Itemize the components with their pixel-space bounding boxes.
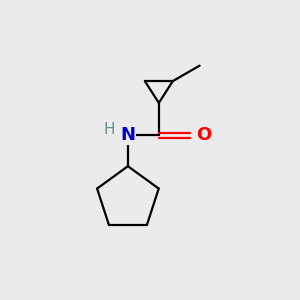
Text: N: N: [120, 126, 135, 144]
Text: H: H: [104, 122, 116, 137]
Text: O: O: [196, 126, 211, 144]
